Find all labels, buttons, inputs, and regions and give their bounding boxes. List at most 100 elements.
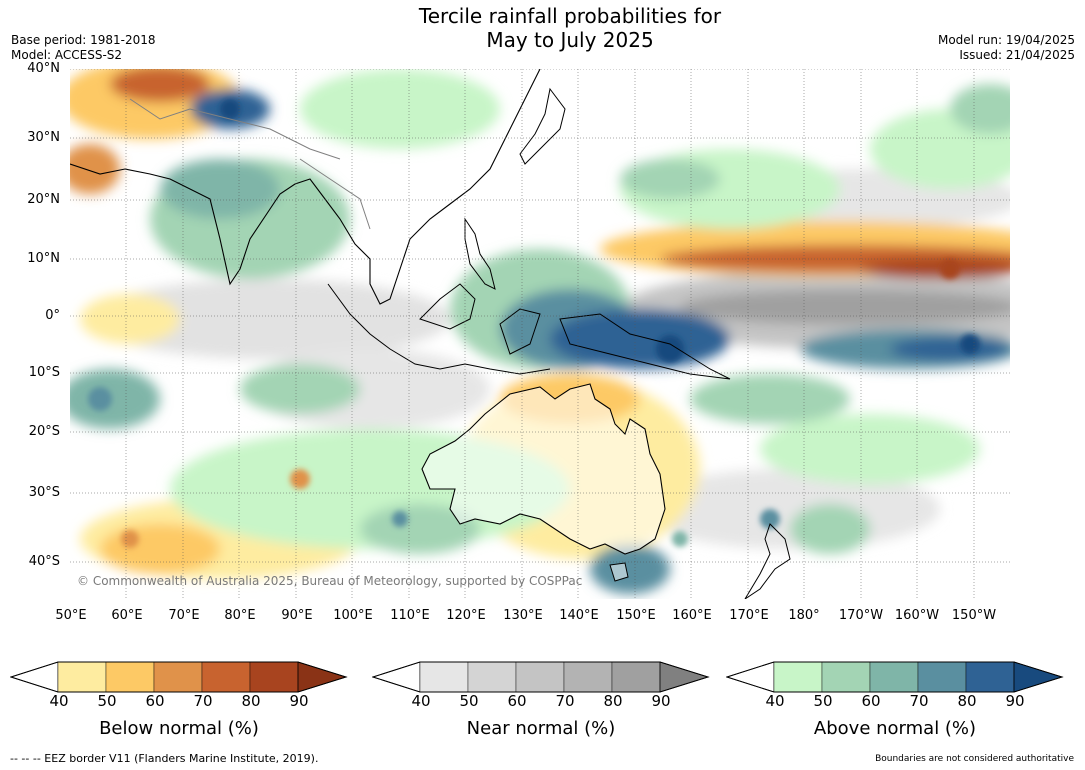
colorbar-below-normal <box>10 660 350 694</box>
colorbar-swatch <box>773 661 823 693</box>
cb-tick: 70 <box>555 692 575 710</box>
colorbar-swatch <box>515 661 565 693</box>
lon-label: 120°E <box>446 608 486 623</box>
map-canvas <box>70 69 1010 599</box>
colorbar-swatch <box>201 661 251 693</box>
lon-label: 70°E <box>168 608 200 623</box>
lat-label: 20°N <box>27 192 60 207</box>
lon-label: 160°E <box>672 608 712 623</box>
colorbar-extend-low <box>726 661 775 693</box>
cb-tick: 60 <box>861 692 881 710</box>
cb-tick: 70 <box>909 692 929 710</box>
lon-label: 160°W <box>894 608 940 623</box>
colorbar-swatch <box>965 661 1015 693</box>
title-line-2: May to July 2025 <box>486 28 654 52</box>
country-borders <box>129 98 371 230</box>
colorbar-below-normal-swatches <box>10 661 348 693</box>
base-period: Base period: 1981-2018 <box>11 33 156 47</box>
lon-label: 180° <box>788 608 820 623</box>
colorbar-swatch <box>611 661 661 693</box>
lat-label: 30°N <box>27 130 60 145</box>
lat-label: 40°S <box>28 554 60 569</box>
colorbar-extend-low <box>372 661 421 693</box>
cb-tick: 70 <box>193 692 213 710</box>
philippines-coastline <box>464 217 496 290</box>
cb-tick: 80 <box>241 692 261 710</box>
colorbar-label-near: Near normal (%) <box>466 718 616 739</box>
colorbar-swatch <box>105 661 155 693</box>
colorbar-extend-high <box>1013 661 1064 693</box>
colorbar-swatch <box>869 661 919 693</box>
lon-label: 170°W <box>838 608 884 623</box>
colorbar-swatch <box>153 661 203 693</box>
lon-label: 150°E <box>616 608 656 623</box>
cb-tick: 90 <box>289 692 309 710</box>
colorbar-swatch <box>419 661 469 693</box>
lat-label: 30°S <box>28 485 60 500</box>
cb-tick: 80 <box>603 692 623 710</box>
cb-tick: 50 <box>459 692 479 710</box>
colorbar-near-normal <box>372 660 712 694</box>
colorbar-near-normal-swatches <box>372 661 710 693</box>
lat-label: 20°S <box>28 424 60 439</box>
indonesia-coastline <box>327 283 731 380</box>
title-line-1: Tercile rainfall probabilities for <box>418 4 722 28</box>
model-name: Model: ACCESS-S2 <box>11 48 123 62</box>
lat-label: 10°N <box>27 251 60 266</box>
cb-tick: 90 <box>1005 692 1025 710</box>
cb-tick: 60 <box>145 692 165 710</box>
colorbar-swatch <box>249 661 299 693</box>
tasmania-outline <box>609 562 629 582</box>
issued-date: Issued: 21/04/2025 <box>959 48 1075 62</box>
lon-label: 170°E <box>729 608 769 623</box>
asia-coastline <box>70 69 541 305</box>
longitude-gridlines <box>125 69 975 599</box>
cb-tick: 50 <box>97 692 117 710</box>
colorbar-label-below: Below normal (%) <box>99 718 259 739</box>
model-run: Model run: 19/04/2025 <box>937 33 1075 47</box>
rainfall-map <box>70 69 1010 599</box>
cb-tick: 40 <box>411 692 431 710</box>
cb-tick: 60 <box>507 692 527 710</box>
probability-detail <box>88 99 980 548</box>
lon-label: 140°E <box>559 608 599 623</box>
cb-tick: 40 <box>765 692 785 710</box>
colorbar-extend-high <box>659 661 710 693</box>
lon-label: 80°E <box>224 608 256 623</box>
meta-left: Base period: 1981-2018 Model: ACCESS-S2 <box>11 33 156 63</box>
cb-tick: 80 <box>957 692 977 710</box>
cb-tick: 90 <box>651 692 671 710</box>
colorbar-swatch <box>563 661 613 693</box>
lon-label: 60°E <box>111 608 143 623</box>
cb-tick: 50 <box>813 692 833 710</box>
meta-right: Model run: 19/04/2025 Issued: 21/04/2025 <box>938 33 1075 63</box>
eez-note: -- -- -- EEZ border V11 (Flanders Marine… <box>10 752 319 765</box>
colorbar-extend-high <box>297 661 348 693</box>
map-title: Tercile rainfall probabilities for May t… <box>0 4 1085 52</box>
australia-outline <box>421 383 666 555</box>
lon-label: 90°E <box>281 608 313 623</box>
boundary-disclaimer: Boundaries are not considered authoritat… <box>875 754 1074 764</box>
colorbar-extend-low <box>10 661 59 693</box>
lon-label: 50°E <box>55 608 87 623</box>
lon-label: 150°W <box>951 608 997 623</box>
colorbar-label-above: Above normal (%) <box>813 718 977 739</box>
colorbar-swatch <box>917 661 967 693</box>
colorbar-swatch <box>821 661 871 693</box>
colorbar-swatch <box>57 661 107 693</box>
lon-label: 100°E <box>333 608 373 623</box>
copyright-credit: © Commonwealth of Australia 2025, Bureau… <box>77 574 583 588</box>
colorbar-above-normal-swatches <box>726 661 1064 693</box>
colorbar-swatch <box>467 661 517 693</box>
colorbar-frame <box>372 661 710 693</box>
colorbar-frame <box>726 661 1064 693</box>
new-zealand-coastline <box>744 523 791 599</box>
colorbar-above-normal <box>726 660 1066 694</box>
cb-tick: 40 <box>49 692 69 710</box>
lat-label: 40°N <box>27 61 60 76</box>
lat-label: 0° <box>45 308 60 323</box>
latitude-gridlines <box>70 69 1010 563</box>
colorbar-frame <box>10 661 348 693</box>
lon-label: 110°E <box>390 608 430 623</box>
japan-coastline <box>519 87 566 165</box>
